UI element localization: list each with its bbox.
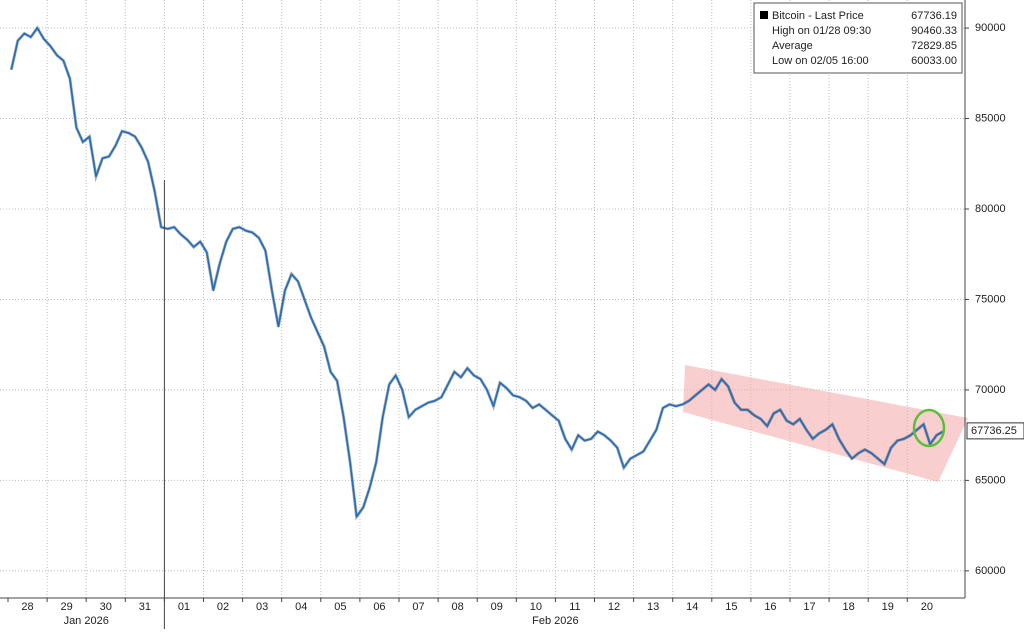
x-tick-label: 28	[21, 601, 33, 613]
x-tick-label: 29	[61, 601, 73, 613]
x-tick-label: 14	[686, 601, 698, 613]
x-tick-label: 30	[100, 601, 112, 613]
x-tick-label: 02	[217, 601, 229, 613]
x-tick-label: 10	[530, 601, 542, 613]
x-tick-label: 01	[178, 601, 190, 613]
price-line	[10, 27, 944, 518]
x-tick-label: 19	[882, 601, 894, 613]
x-tick-label: 11	[569, 601, 580, 613]
legend-stat-value: 72829.85	[911, 40, 957, 52]
x-tick-label: 03	[256, 601, 268, 613]
y-tick-label: 65000	[975, 474, 1006, 486]
last-value-box	[966, 422, 1024, 440]
last-value-label: 67736.25	[971, 425, 1017, 437]
trend-channel	[683, 365, 968, 482]
x-tick-label: 08	[452, 601, 464, 613]
y-tick-label: 75000	[975, 293, 1006, 305]
x-tick-label: 04	[295, 601, 307, 613]
legend-stat-value: 60033.00	[911, 55, 957, 67]
x-tick-label: 12	[608, 601, 620, 613]
legend: Bitcoin - Last Price 67736.19 High on 01…	[753, 2, 963, 74]
legend-stat-label: High on 01/28 09:30	[772, 25, 871, 37]
x-tick-label: 13	[647, 601, 659, 613]
legend-swatch	[760, 11, 768, 19]
x-tick-label: 05	[334, 601, 346, 613]
x-tick-label: 17	[803, 601, 815, 613]
x-tick-label: 31	[139, 601, 151, 613]
y-tick-label: 80000	[975, 203, 1006, 215]
y-tick-label: 90000	[975, 22, 1006, 34]
x-tick-label: 15	[725, 601, 737, 613]
x-tick-label: 18	[843, 601, 855, 613]
legend-entry: Bitcoin - Last Price	[772, 10, 864, 22]
month-label: Feb 2026	[532, 615, 578, 627]
x-tick-label: 20	[921, 601, 933, 613]
legend-stat-value: 90460.33	[911, 25, 957, 37]
legend-stat-label: Low on 02/05 16:00	[772, 55, 869, 67]
y-tick-label: 85000	[975, 112, 1006, 124]
x-tick-label: 06	[373, 601, 385, 613]
x-tick-label: 09	[491, 601, 503, 613]
y-tick-label: 70000	[975, 384, 1006, 396]
x-tick-label: 16	[764, 601, 776, 613]
legend-stat-label: Average	[772, 40, 813, 52]
legend-box	[753, 2, 963, 74]
legend-value: 67736.19	[911, 10, 957, 22]
x-tick-label: 07	[412, 601, 424, 613]
month-label: Jan 2026	[64, 615, 109, 627]
y-tick-label: 60000	[975, 565, 1006, 577]
highlight-circle	[912, 408, 946, 448]
